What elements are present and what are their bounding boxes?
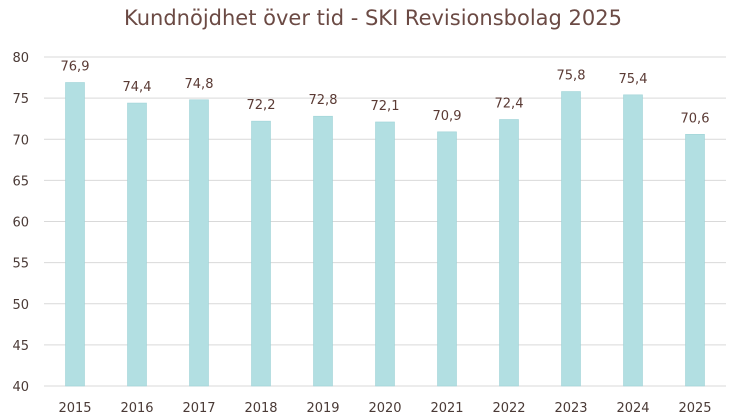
x-tick-label: 2016 [120,401,153,416]
y-tick-label: 40 [12,380,29,395]
data-label: 75,4 [619,72,648,87]
data-label: 72,2 [247,98,276,113]
x-tick-label: 2015 [58,401,91,416]
data-labels: 76,9 74,4 74,8 72,2 72,8 72,1 70,9 72,4 75,8 75,4… [61,59,710,126]
data-label: 74,4 [123,80,152,95]
bar [437,131,457,387]
bar [561,91,581,387]
x-tick-label: 2022 [492,401,525,416]
x-tick-label: 2019 [306,401,339,416]
x-tick-label: 2017 [182,401,215,416]
bar [375,121,395,387]
bar [65,82,85,387]
y-tick-label: 50 [12,298,29,313]
x-axis-ticks: 2015 2016 2017 2018 2019 2020 2021 2022 2023 2024… [58,401,711,416]
bar [623,94,643,387]
x-tick-label: 2021 [430,401,463,416]
y-tick-label: 60 [12,216,29,231]
data-label: 70,6 [681,111,710,126]
x-tick-label: 2020 [368,401,401,416]
y-tick-label: 55 [12,257,29,272]
x-tick-label: 2025 [678,401,711,416]
y-tick-label: 45 [12,339,29,354]
y-tick-label: 70 [12,133,29,148]
bar [313,115,333,387]
bars [65,82,705,387]
data-label: 70,9 [433,109,462,124]
chart-title: Kundnöjdhet över tid - SKI Revisionsbola… [124,6,622,30]
bar [685,134,705,387]
data-label: 74,8 [185,77,214,92]
bar [499,119,519,387]
data-label: 75,8 [557,69,586,84]
x-tick-label: 2024 [616,401,649,416]
y-axis-ticks: 40 45 50 55 60 65 70 75 80 [12,51,29,395]
y-tick-label: 75 [12,92,29,107]
data-label: 76,9 [61,59,90,74]
bar [189,99,209,387]
bar [127,102,147,387]
data-label: 72,1 [371,99,400,114]
y-tick-label: 65 [12,174,29,189]
data-label: 72,8 [309,93,338,108]
x-tick-label: 2023 [554,401,587,416]
x-tick-label: 2018 [244,401,277,416]
data-label: 72,4 [495,97,524,112]
bar [251,120,271,387]
y-tick-label: 80 [12,51,29,66]
